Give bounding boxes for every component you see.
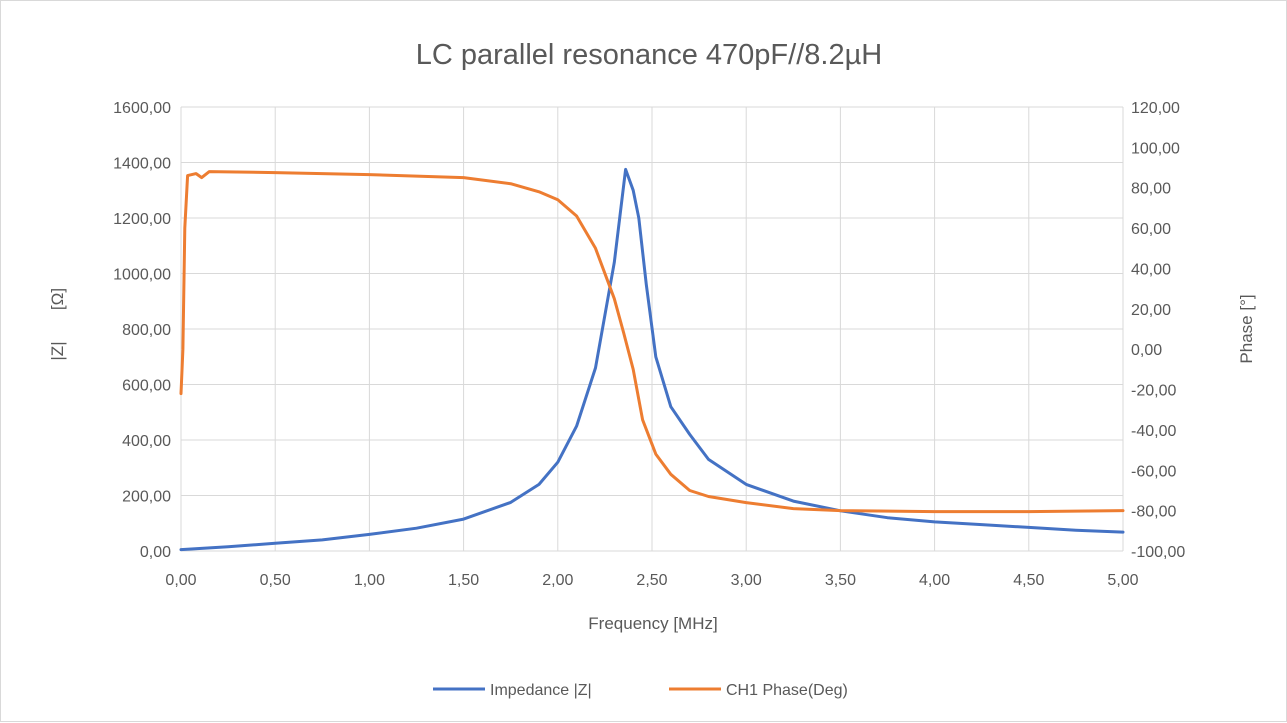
y2-tick-label: -80,00 (1131, 504, 1176, 521)
x-tick-label: 1,50 (448, 572, 479, 589)
x-tick-label: 0,00 (165, 572, 196, 589)
y2-tick-label: 20,00 (1131, 302, 1171, 319)
right-axis-ticks: -100,00 -80,00 -60,00 -40,00 -20,00 0,00 20,00… (1131, 100, 1185, 561)
x-tick-label: 4,50 (1013, 572, 1044, 589)
x-tick-label: 3,50 (825, 572, 856, 589)
x-tick-label: 3,00 (731, 572, 762, 589)
impedance-series-line (179, 167, 1125, 552)
x-tick-label: 4,00 (919, 572, 950, 589)
y-tick-label: 200,00 (122, 489, 171, 506)
y-axis-title-unit: [Ω] (48, 288, 67, 310)
y2-axis-title: Phase [°] (1237, 294, 1256, 363)
y2-tick-label: -100,00 (1131, 544, 1185, 561)
y2-tick-label: 60,00 (1131, 221, 1171, 238)
y2-tick-label: 40,00 (1131, 261, 1171, 278)
y-tick-label: 400,00 (122, 433, 171, 450)
y-tick-label: 0,00 (140, 544, 171, 561)
left-axis-ticks: 0,00 200,00 400,00 600,00 800,00 1000,00 1200,… (113, 100, 171, 561)
x-tick-label: 2,50 (636, 572, 667, 589)
y2-tick-label: 0,00 (1131, 342, 1162, 359)
x-axis-title: Frequency [MHz] (588, 614, 717, 633)
y-tick-label: 1000,00 (113, 267, 171, 284)
y-tick-label: 1200,00 (113, 211, 171, 228)
x-axis-ticks: 0,00 0,50 1,00 1,50 2,00 2,50 3,00 3,50 4,00 4,50… (165, 572, 1138, 589)
x-tick-label: 5,00 (1107, 572, 1138, 589)
y-axis-title-symbol: |Z| (48, 341, 67, 360)
legend: Impedance |Z| CH1 Phase(Deg) (433, 682, 848, 699)
x-tick-label: 1,00 (354, 572, 385, 589)
y-axis-title: |Z| [Ω] (48, 288, 67, 361)
y2-tick-label: 100,00 (1131, 140, 1180, 157)
x-tick-label: 2,00 (542, 572, 573, 589)
y-tick-label: 600,00 (122, 378, 171, 395)
chart-title: LC parallel resonance 470pF//8.2µH (416, 39, 882, 71)
y2-tick-label: 120,00 (1131, 100, 1180, 117)
y-tick-label: 1600,00 (113, 100, 171, 117)
legend-label-phase: CH1 Phase(Deg) (726, 682, 848, 699)
series-lines (179, 167, 1125, 552)
y2-tick-label: -20,00 (1131, 383, 1176, 400)
legend-label-impedance: Impedance |Z| (490, 682, 592, 699)
phase-series-line (179, 170, 1125, 514)
y2-tick-label: -40,00 (1131, 423, 1176, 440)
x-tick-label: 0,50 (260, 572, 291, 589)
y2-tick-label: -60,00 (1131, 463, 1176, 480)
y2-tick-label: 80,00 (1131, 181, 1171, 198)
y-tick-label: 800,00 (122, 322, 171, 339)
y-tick-label: 1400,00 (113, 156, 171, 173)
